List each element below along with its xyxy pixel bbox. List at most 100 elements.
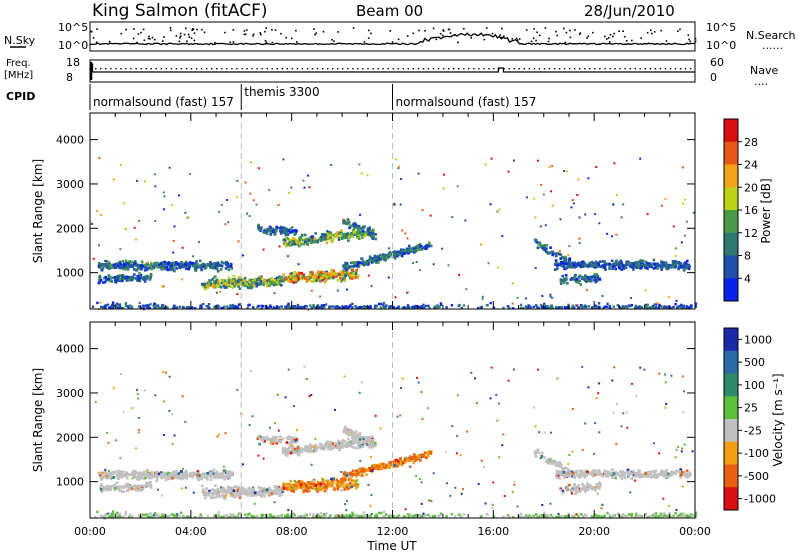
heatmap-cell [561,474,565,477]
nsearch-dot [457,41,459,44]
nsearch-dot [90,30,93,33]
heatmap-cell [124,259,128,263]
nave-dot [291,68,294,70]
heatmap-cell [272,228,275,232]
heatmap-cell [559,463,562,467]
nsky-line [89,32,696,46]
heatmap-cell [674,262,677,266]
nsearch-dot [556,34,559,37]
heatmap-cell [346,428,350,432]
heatmap-cell [368,444,371,448]
heatmap-cell [204,491,208,494]
heatmap-cell [496,210,499,213]
heatmap-cell [215,279,218,282]
heatmap-cell [221,493,224,497]
heatmap-cell [237,285,240,288]
heatmap-cell [546,252,550,255]
heatmap-cell [367,263,370,266]
heatmap-cell [295,230,298,233]
heatmap-cell [282,242,286,245]
heatmap-cell [674,254,677,257]
heatmap-cell [188,261,192,264]
heatmap-cell [233,279,237,283]
heatmap-cell [345,306,348,310]
heatmap-cell [439,303,443,306]
heatmap-cell [610,235,613,238]
heatmap-cell [136,471,139,475]
heatmap-cell [316,241,320,244]
heatmap-cell [287,451,290,454]
heatmap-cell [456,185,459,188]
heatmap-cell [656,267,659,270]
noise-panel: 10^5 10^0 10^5 10^0 N.Sky N.Search .....… [4,21,796,52]
heatmap-cell [547,306,550,310]
heatmap-cell [587,279,590,283]
heatmap-cell [112,304,116,307]
heatmap-cell [352,261,356,264]
heatmap-cell [347,265,350,268]
heatmap-cell [359,231,363,234]
heatmap-cell [195,266,199,269]
heatmap-cell [98,473,102,477]
heatmap-cell [339,484,342,488]
heatmap-cell [217,494,221,497]
heatmap-cell [307,239,311,242]
heatmap-cell [316,304,320,307]
heatmap-cell [350,231,353,235]
heatmap-cell [675,469,678,472]
heatmap-cell [265,279,269,282]
nsearch-dot [175,35,178,37]
heatmap-cell [581,306,584,310]
heatmap-cell [98,279,101,282]
heatmap-cell [191,475,194,479]
heatmap-cell [358,471,361,475]
heatmap-cell [368,255,372,258]
heatmap-cell [287,435,291,438]
heatmap-cell [341,482,345,486]
nave-dot [574,68,576,70]
heatmap-cell [545,244,549,247]
heatmap-cell [348,265,352,269]
heatmap-cell [297,480,301,484]
heatmap-cell [121,274,125,277]
heatmap-cell [327,277,330,280]
heatmap-cell [381,254,384,258]
heatmap-cell [355,433,359,437]
heatmap-cell [99,475,103,479]
heatmap-cell [349,477,353,481]
nave-dot [634,68,636,70]
heatmap-cell [187,216,190,219]
nave-legend-dots: .... [754,75,768,88]
heatmap-cell [212,285,215,289]
heatmap-cell [309,486,313,489]
heatmap-cell [301,447,304,451]
heatmap-cell [149,273,153,276]
heatmap-cell [442,187,445,190]
heatmap-cell [334,442,338,445]
colorbar-tick-label: 12 [744,227,758,240]
heatmap-cell [115,302,119,305]
heatmap-cell [286,233,290,236]
heatmap-cell [417,248,421,252]
heatmap-cell [606,262,609,266]
nsearch-dot [143,39,146,42]
heatmap-cell [227,276,231,280]
heatmap-cell [558,252,561,256]
nsearch-dot [285,36,287,39]
heatmap-cell [407,249,411,252]
nsearch-dot [623,35,626,38]
heatmap-cell [363,439,366,443]
heatmap-cell [358,443,361,447]
heatmap-cell [260,275,263,278]
heatmap-cell [201,265,205,268]
heatmap-cell [516,296,519,299]
heatmap-cell [336,439,340,443]
heatmap-cell [147,476,151,479]
heatmap-cell [269,305,272,309]
heatmap-cell [269,442,272,445]
nsearch-dot [569,36,572,39]
heatmap-cell [214,492,218,495]
heatmap-cell [310,482,314,486]
nsearch-dot [271,41,274,44]
